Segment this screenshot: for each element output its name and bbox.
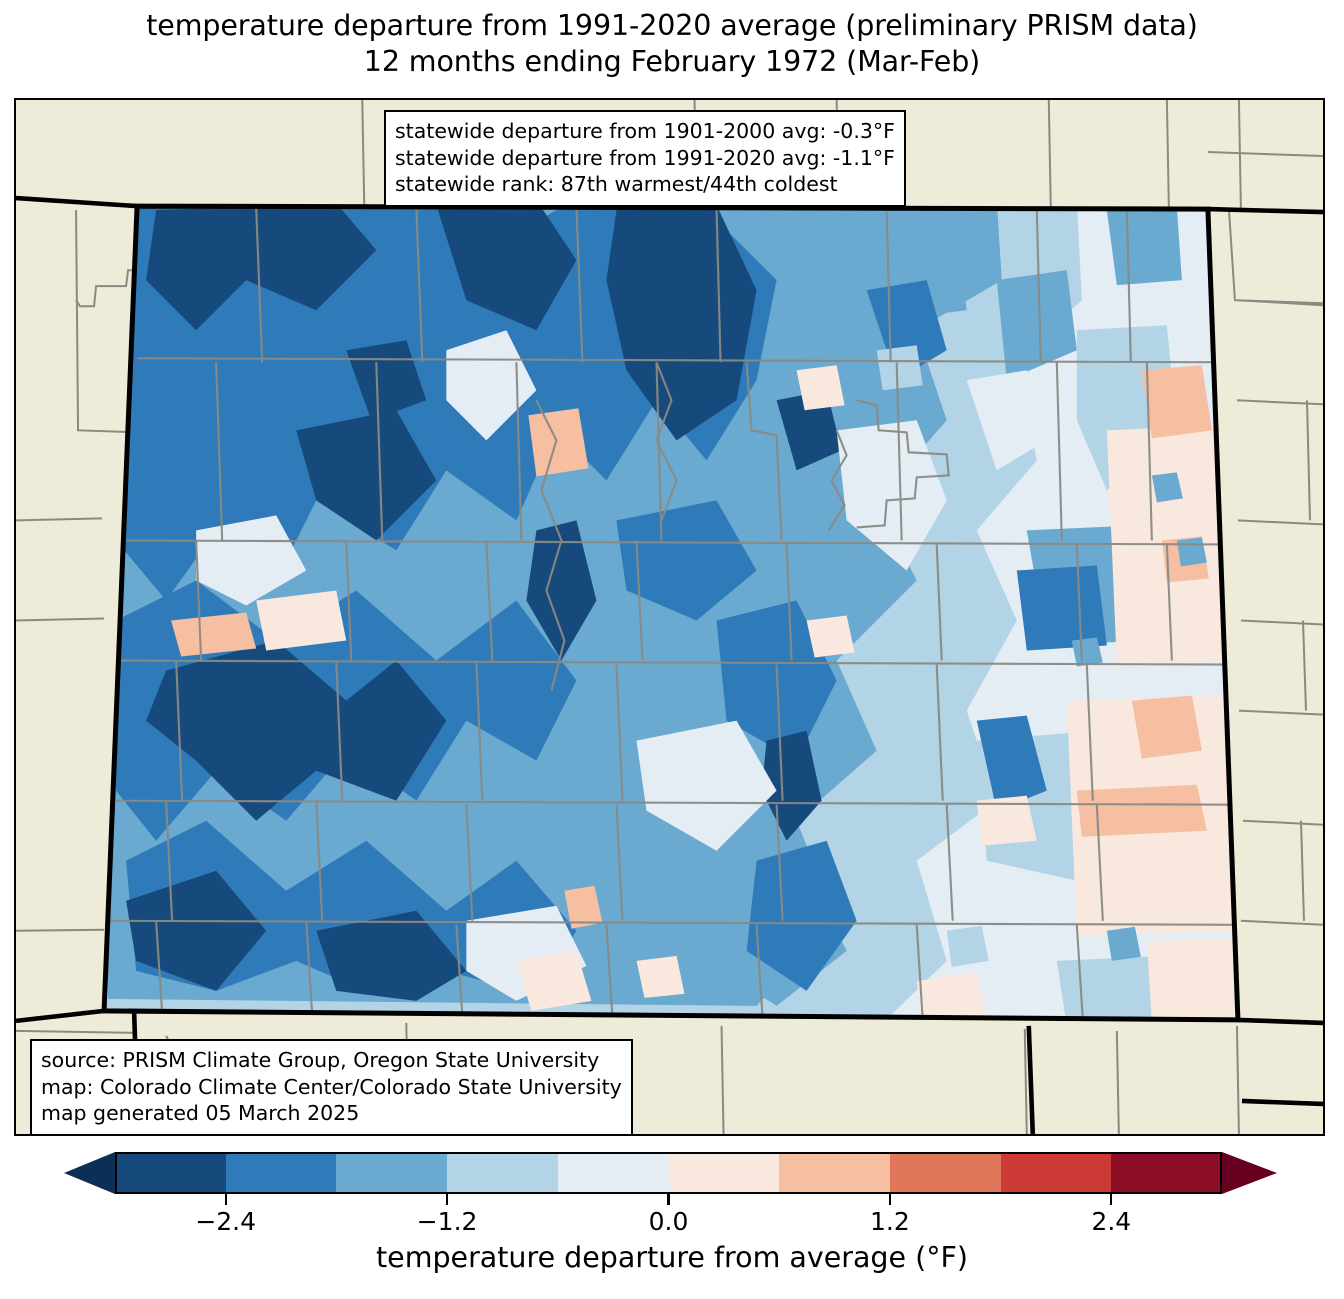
source-attribution-box: source: PRISM Climate Group, Oregon Stat… — [30, 1039, 633, 1136]
title-line-2: 12 months ending February 1972 (Mar-Feb) — [363, 45, 981, 79]
stats-line-1: statewide departure from 1901-2000 avg: … — [395, 119, 895, 143]
colorbar-extend-left-arrow — [64, 1152, 115, 1194]
statewide-stats-box: statewide departure from 1901-2000 avg: … — [384, 110, 906, 207]
colorbar-band-8 — [1000, 1152, 1112, 1194]
colorbar-tick-label-2: 0.0 — [648, 1207, 689, 1236]
colorbar-band-0 — [115, 1152, 226, 1194]
colorbar-tick-label-3: 1.2 — [870, 1207, 910, 1236]
colorbar-band-4 — [557, 1152, 669, 1194]
colorbar-band-1 — [225, 1152, 337, 1194]
colorbar-tick-label-4: 2.4 — [1091, 1207, 1132, 1236]
colorbar-band-2 — [336, 1152, 448, 1194]
colorado-temperature-departure-map — [16, 100, 1323, 1134]
colorbar-bands — [115, 1152, 1223, 1194]
stats-line-2: statewide departure from 1991-2020 avg: … — [395, 145, 895, 170]
temperature-departure-contours — [104, 206, 1238, 1020]
colorbar-tick-label-0: −2.4 — [195, 1207, 257, 1236]
source-line-3: map generated 05 March 2025 — [41, 1101, 360, 1126]
source-line-1: source: PRISM Climate Group, Oregon Stat… — [41, 1048, 600, 1072]
colorbar-band-5 — [668, 1152, 780, 1194]
colorbar-band-9 — [1111, 1152, 1223, 1194]
colorbar-tick-2 — [667, 1194, 670, 1205]
colorbar-tick-4 — [1110, 1194, 1113, 1205]
colorbar-axis: −2.4 −1.2 0.0 1.2 2.4 — [0, 1194, 1344, 1236]
stats-line-3: statewide rank: 87th warmest/44th coldes… — [395, 172, 838, 197]
page-title: temperature departure from 1991-2020 ave… — [0, 8, 1344, 81]
colorbar-band-6 — [779, 1152, 890, 1194]
colorbar-band-3 — [447, 1152, 558, 1194]
colorbar-axis-label: temperature departure from average (°F) — [375, 1241, 968, 1274]
title-line-1: temperature departure from 1991-2020 ave… — [146, 9, 1198, 42]
colorbar: −2.4 −1.2 0.0 1.2 2.4 temperature departure … — [0, 1146, 1344, 1296]
map-panel — [14, 98, 1325, 1136]
colorbar-tick-0 — [224, 1194, 227, 1205]
source-line-2: map: Colorado Climate Center/Colorado St… — [41, 1074, 622, 1099]
colorbar-tick-3 — [888, 1194, 892, 1205]
colorbar-extend-right-arrow — [1222, 1152, 1277, 1194]
colorbar-tick-1 — [445, 1194, 449, 1205]
colorado-county-lines — [104, 208, 1236, 1020]
colorbar-tick-label-1: −1.2 — [416, 1207, 478, 1236]
colorbar-band-7 — [889, 1152, 1001, 1194]
